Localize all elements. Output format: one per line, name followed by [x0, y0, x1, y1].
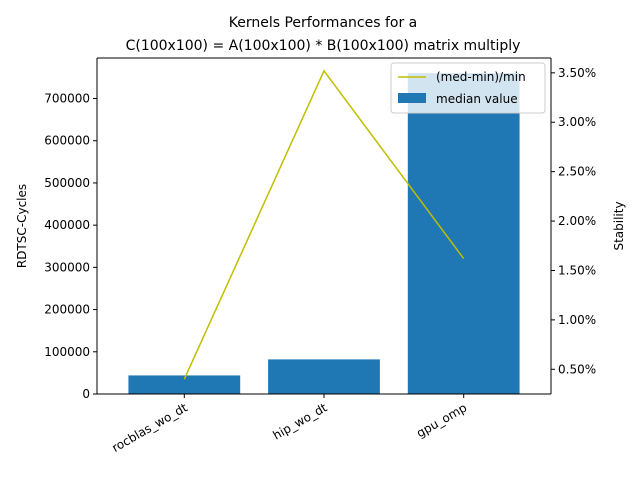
y-tick-label: 400000 [44, 218, 90, 232]
y-tick-label: 0 [82, 387, 90, 401]
legend-box [390, 62, 546, 114]
y-tick-label: 200000 [44, 303, 90, 317]
line-series-stability [183, 69, 465, 380]
bar-rocblas_wo_dt [128, 375, 241, 394]
legend: (med-min)/min median value [390, 62, 546, 114]
y-tick-label: 600000 [44, 134, 90, 148]
line-layer [183, 69, 465, 380]
legend-label-line: (med-min)/min [436, 70, 526, 84]
x-tick-label: hip_wo_dt [270, 400, 329, 442]
legend-label-bar: median value [436, 92, 518, 106]
x-tick-label: rocblas_wo_dt [109, 400, 190, 455]
y2-tick-label: 2.00% [558, 214, 596, 228]
y-tick-label: 700000 [44, 92, 90, 106]
bar-gpu_omp [407, 73, 520, 394]
y-tick-label: 300000 [44, 260, 90, 274]
legend-swatch-bar [398, 93, 426, 103]
y2-tick-label: 0.50% [558, 362, 596, 376]
y2-axis-label: Stability [612, 201, 626, 250]
chart-title-line2: C(100x100) = A(100x100) * B(100x100) mat… [126, 38, 521, 54]
bar-hip_wo_dt [268, 359, 380, 394]
x-tick-label: gpu_omp [414, 400, 469, 440]
bars-layer [128, 73, 520, 394]
y2-tick-label: 1.00% [558, 313, 596, 327]
y2-tick-label: 3.00% [558, 115, 596, 129]
y-axis-label: RDTSC-Cycles [15, 184, 29, 268]
y2-tick-label: 2.50% [558, 165, 596, 179]
y-tick-label: 500000 [44, 176, 90, 190]
y2-tick-label: 3.50% [558, 66, 596, 80]
y-tick-label: 100000 [44, 345, 90, 359]
y2-tick-label: 1.50% [558, 263, 596, 277]
chart-title-line1: Kernels Performances for a [229, 15, 417, 31]
